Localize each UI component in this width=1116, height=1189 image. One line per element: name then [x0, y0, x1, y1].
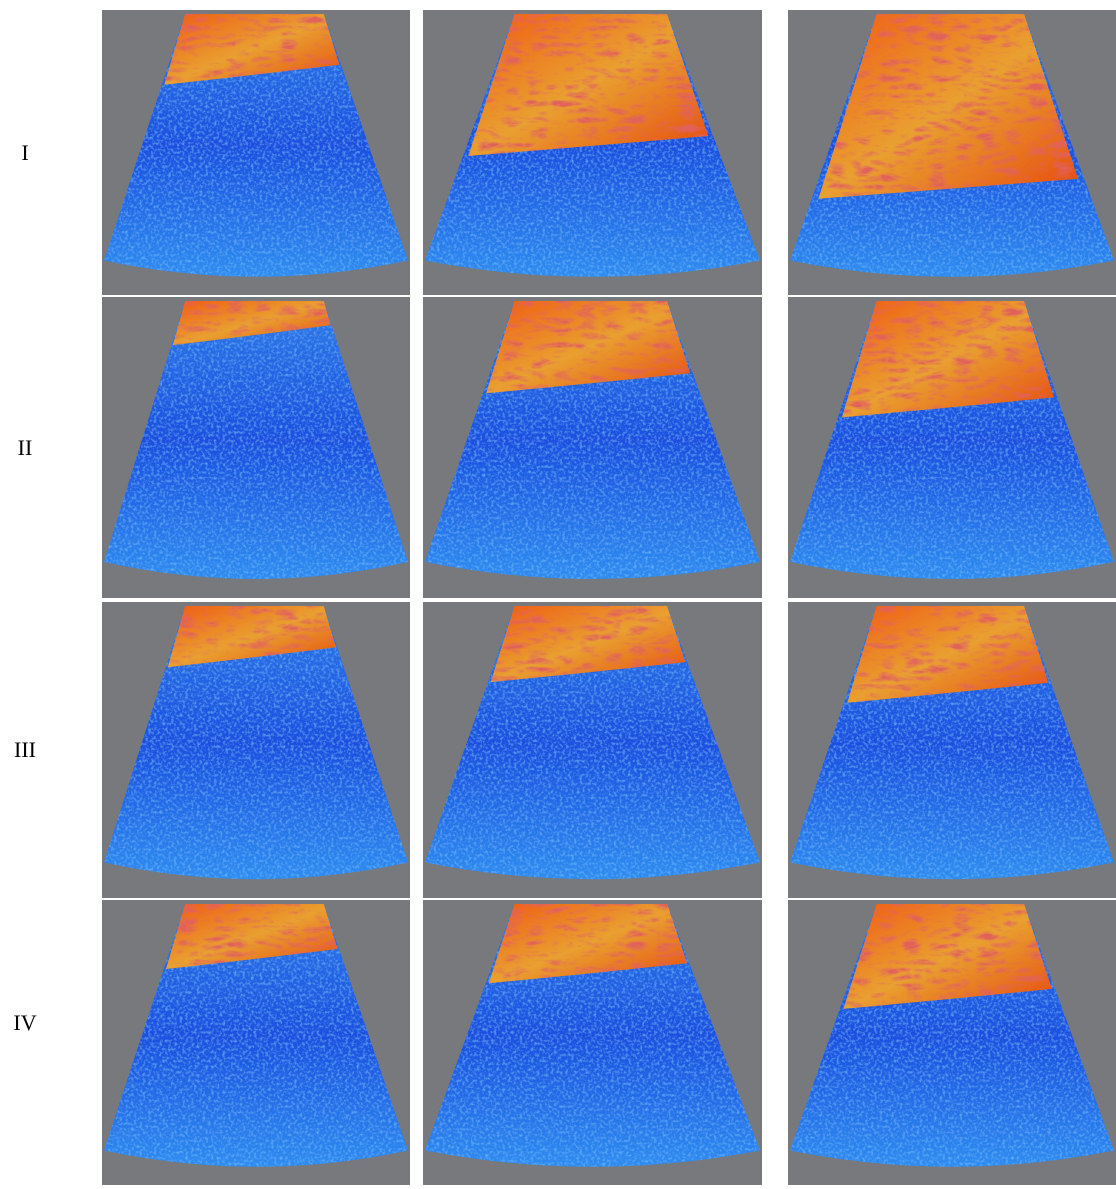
heat-region — [842, 301, 1054, 417]
panel — [423, 297, 762, 598]
panel — [788, 602, 1116, 898]
panel — [788, 297, 1116, 598]
row-label: III — [14, 737, 36, 762]
panel — [788, 900, 1116, 1185]
row-label: I — [21, 140, 28, 165]
panel — [423, 10, 762, 295]
figure: IIIIIIIV — [0, 0, 1116, 1189]
panel — [102, 297, 410, 598]
panel — [788, 10, 1116, 295]
panel — [102, 602, 410, 898]
panel — [423, 900, 762, 1185]
panel — [102, 10, 410, 295]
row-label: IV — [13, 1010, 36, 1035]
row-label: II — [18, 435, 33, 460]
panel — [423, 602, 762, 898]
panel — [102, 900, 410, 1185]
